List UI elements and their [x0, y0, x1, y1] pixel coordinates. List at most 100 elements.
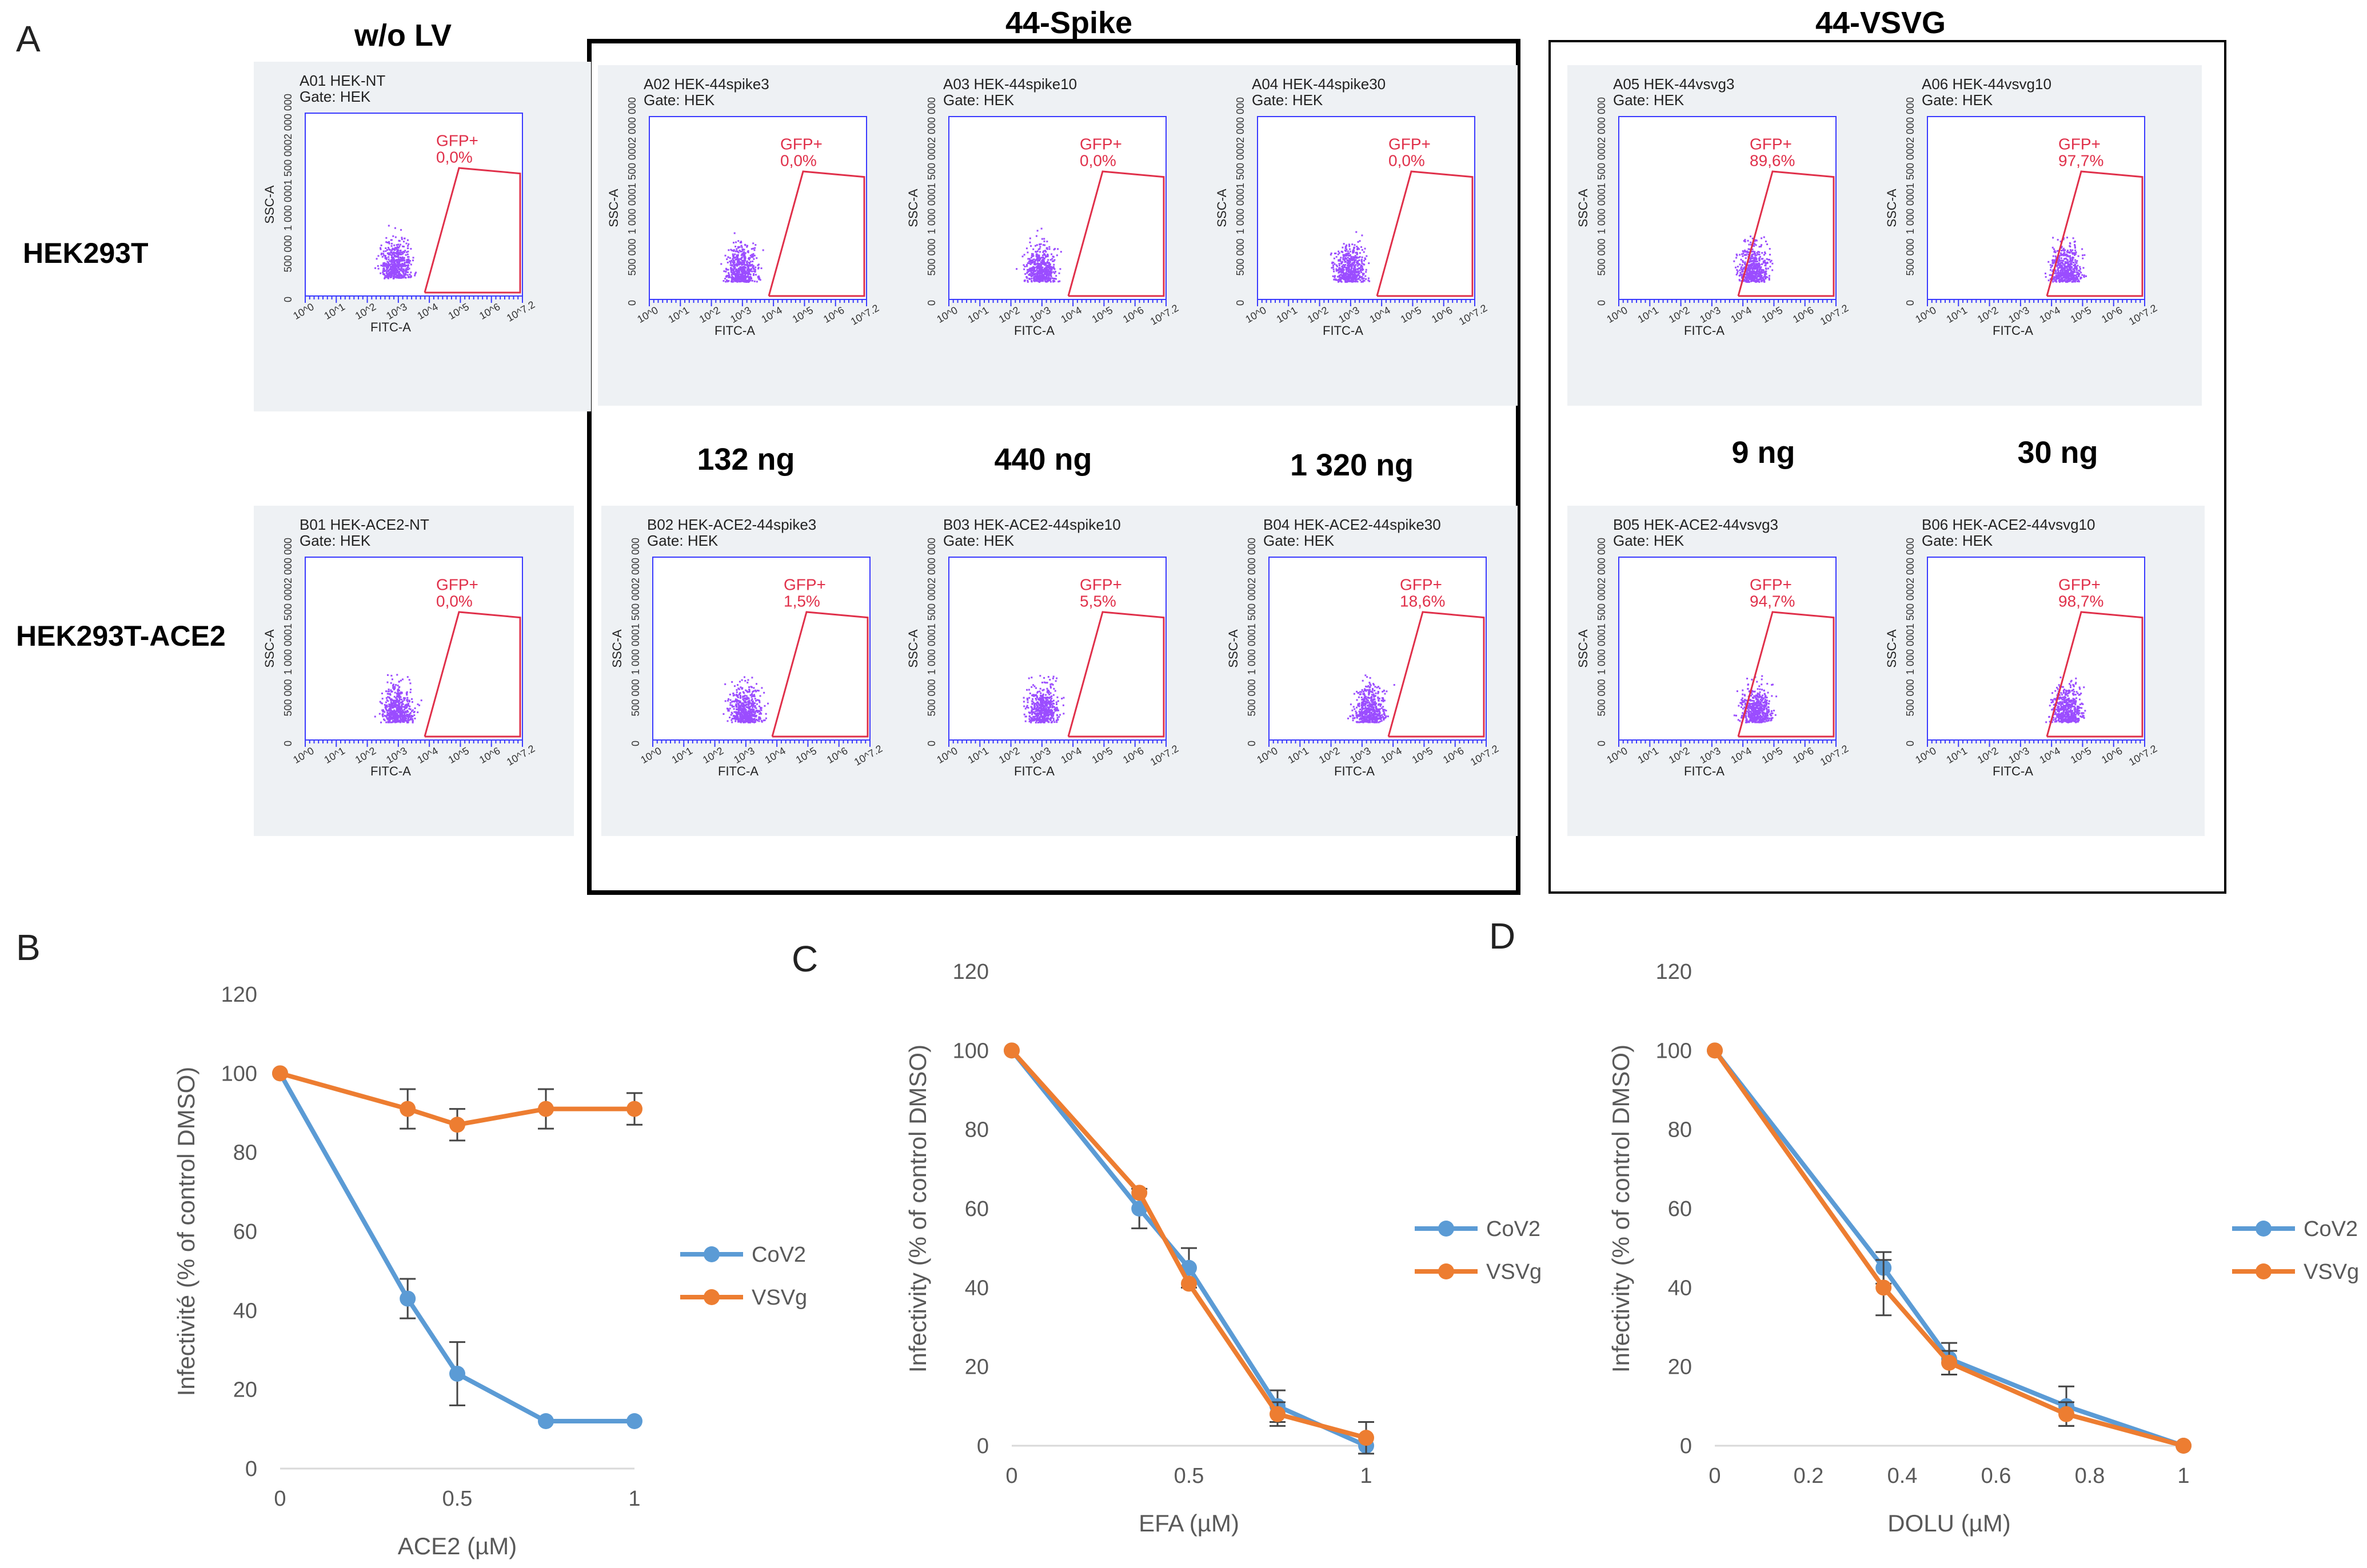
flow-event — [740, 281, 742, 283]
flow-event — [748, 704, 750, 706]
flow-event — [1356, 274, 1359, 276]
flow-event — [1751, 255, 1754, 258]
flow-event — [398, 681, 400, 683]
flow-event — [406, 676, 409, 678]
flow-event — [2069, 245, 2071, 247]
flow-event — [2065, 257, 2067, 259]
flow-event — [386, 713, 389, 715]
flow-event — [1025, 265, 1028, 267]
flow-event — [399, 273, 401, 275]
flow-event — [735, 245, 737, 247]
flow-event — [1028, 258, 1031, 260]
flow-event — [1039, 246, 1041, 248]
flow-event — [1761, 263, 1763, 265]
flow-plot-y-tick: 1 000 000 — [1905, 189, 1916, 234]
flow-event — [1047, 278, 1049, 281]
flow-event — [1753, 253, 1755, 255]
flow-event — [396, 717, 398, 719]
flow-event — [396, 272, 398, 274]
flow-event — [1043, 277, 1045, 279]
flow-event — [1756, 278, 1758, 281]
flow-event — [1749, 248, 1751, 250]
flow-event — [401, 698, 403, 701]
flow-event — [754, 689, 756, 691]
flow-event — [1746, 278, 1748, 281]
flow-event — [1029, 237, 1031, 239]
flow-event — [2053, 262, 2055, 265]
flow-event — [751, 268, 753, 270]
flow-event — [2070, 269, 2072, 271]
flow-event — [742, 709, 744, 711]
flow-event — [388, 717, 390, 719]
flow-event — [1040, 277, 1043, 279]
flow-event — [1044, 277, 1046, 279]
flow-event — [1050, 275, 1052, 278]
flow-plot-events — [374, 225, 417, 279]
flow-event — [1752, 250, 1754, 253]
flow-event — [1357, 241, 1359, 243]
flow-event — [1360, 281, 1363, 283]
flow-event — [388, 714, 390, 717]
flow-event — [2066, 275, 2069, 278]
flow-event — [2069, 249, 2071, 251]
flow-event — [1344, 273, 1346, 275]
flow-event — [733, 708, 735, 710]
flow-event — [733, 257, 735, 259]
flow-event — [1351, 270, 1354, 273]
flow-plot-title: B02 HEK-ACE2-44spike3 — [647, 516, 816, 533]
flow-event — [1052, 260, 1055, 262]
flow-event — [1342, 261, 1344, 263]
flow-event — [745, 267, 747, 269]
flow-event — [1750, 272, 1753, 274]
flow-event — [386, 714, 388, 717]
flow-event — [1763, 236, 1765, 238]
flow-event — [388, 705, 390, 707]
flow-event — [387, 266, 389, 268]
flow-event — [2066, 281, 2069, 283]
flow-event — [397, 253, 400, 255]
flow-event — [2061, 267, 2063, 270]
flow-event — [378, 713, 381, 715]
flow-event — [1761, 252, 1763, 254]
flow-event — [397, 709, 400, 711]
flow-event — [1040, 267, 1042, 269]
flow-event — [752, 721, 754, 723]
flow-event — [2077, 255, 2079, 257]
flow-event — [1367, 279, 1370, 282]
flow-event — [732, 271, 734, 274]
flow-event — [753, 711, 755, 714]
flow-event — [2055, 278, 2057, 281]
flow-event — [739, 266, 741, 268]
flow-event — [1053, 278, 1056, 280]
flow-event — [1762, 262, 1765, 264]
flow-event — [1042, 244, 1044, 246]
flow-event — [2058, 277, 2060, 279]
flow-event — [377, 265, 379, 267]
flow-event — [742, 717, 744, 719]
flow-event — [744, 679, 747, 682]
flow-event — [2082, 254, 2084, 257]
flow-event — [735, 268, 737, 270]
flow-event — [403, 274, 405, 277]
flow-event — [747, 713, 749, 715]
flow-event — [729, 702, 732, 704]
flow-event — [2072, 268, 2074, 270]
flow-event — [380, 265, 382, 267]
flow-event — [2072, 257, 2074, 259]
flow-event — [742, 263, 744, 266]
flow-event — [401, 712, 403, 714]
flow-event — [400, 711, 402, 713]
flow-event — [1036, 262, 1039, 265]
flow-event — [1763, 275, 1765, 278]
flow-event — [731, 719, 733, 721]
flow-event — [1349, 264, 1351, 266]
flow-event — [1754, 243, 1756, 245]
flow-event — [1033, 278, 1036, 280]
flow-event — [734, 279, 736, 282]
flow-event — [1339, 260, 1342, 262]
flow-event — [408, 261, 410, 263]
flow-event — [753, 695, 756, 698]
flow-event — [399, 710, 401, 713]
flow-event — [401, 705, 403, 707]
flow-event — [758, 276, 760, 278]
